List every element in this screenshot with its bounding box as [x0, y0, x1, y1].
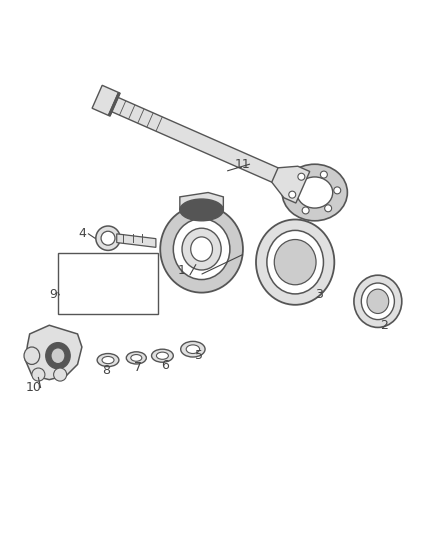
Ellipse shape [354, 275, 402, 327]
Ellipse shape [51, 348, 65, 364]
Text: 2: 2 [381, 319, 389, 332]
Ellipse shape [24, 347, 40, 365]
Text: 1: 1 [178, 264, 186, 277]
Text: 10: 10 [26, 381, 42, 394]
Text: 3: 3 [315, 288, 323, 301]
Text: 8: 8 [102, 365, 110, 377]
Ellipse shape [131, 354, 142, 361]
Circle shape [298, 173, 305, 180]
Ellipse shape [126, 352, 146, 364]
Text: 11: 11 [235, 158, 251, 171]
Circle shape [302, 207, 309, 214]
Polygon shape [272, 166, 310, 203]
Polygon shape [92, 85, 120, 116]
Ellipse shape [97, 353, 119, 367]
Ellipse shape [101, 231, 115, 245]
Polygon shape [180, 192, 223, 210]
Ellipse shape [46, 343, 70, 369]
Polygon shape [25, 325, 82, 379]
Polygon shape [104, 94, 294, 189]
Ellipse shape [191, 237, 212, 261]
Text: 5: 5 [195, 349, 203, 362]
Circle shape [53, 368, 67, 381]
Text: 9: 9 [49, 288, 57, 301]
Circle shape [320, 171, 327, 178]
Ellipse shape [102, 357, 114, 364]
Ellipse shape [96, 226, 120, 251]
Text: 6: 6 [161, 359, 169, 372]
Ellipse shape [160, 206, 243, 293]
Ellipse shape [361, 283, 394, 320]
Ellipse shape [367, 289, 389, 313]
Ellipse shape [182, 228, 221, 270]
Circle shape [325, 205, 332, 212]
Ellipse shape [152, 349, 173, 362]
Ellipse shape [181, 341, 205, 357]
Circle shape [289, 191, 296, 198]
Ellipse shape [173, 219, 230, 279]
Ellipse shape [282, 164, 347, 221]
Text: 4: 4 [78, 228, 86, 240]
Ellipse shape [186, 345, 200, 353]
Ellipse shape [267, 230, 323, 294]
Ellipse shape [274, 239, 316, 285]
Ellipse shape [180, 199, 223, 221]
Ellipse shape [256, 220, 334, 305]
Ellipse shape [297, 177, 333, 208]
Circle shape [32, 368, 45, 381]
Ellipse shape [156, 352, 168, 359]
Circle shape [334, 187, 341, 194]
Polygon shape [117, 234, 156, 247]
Text: 7: 7 [134, 361, 142, 374]
